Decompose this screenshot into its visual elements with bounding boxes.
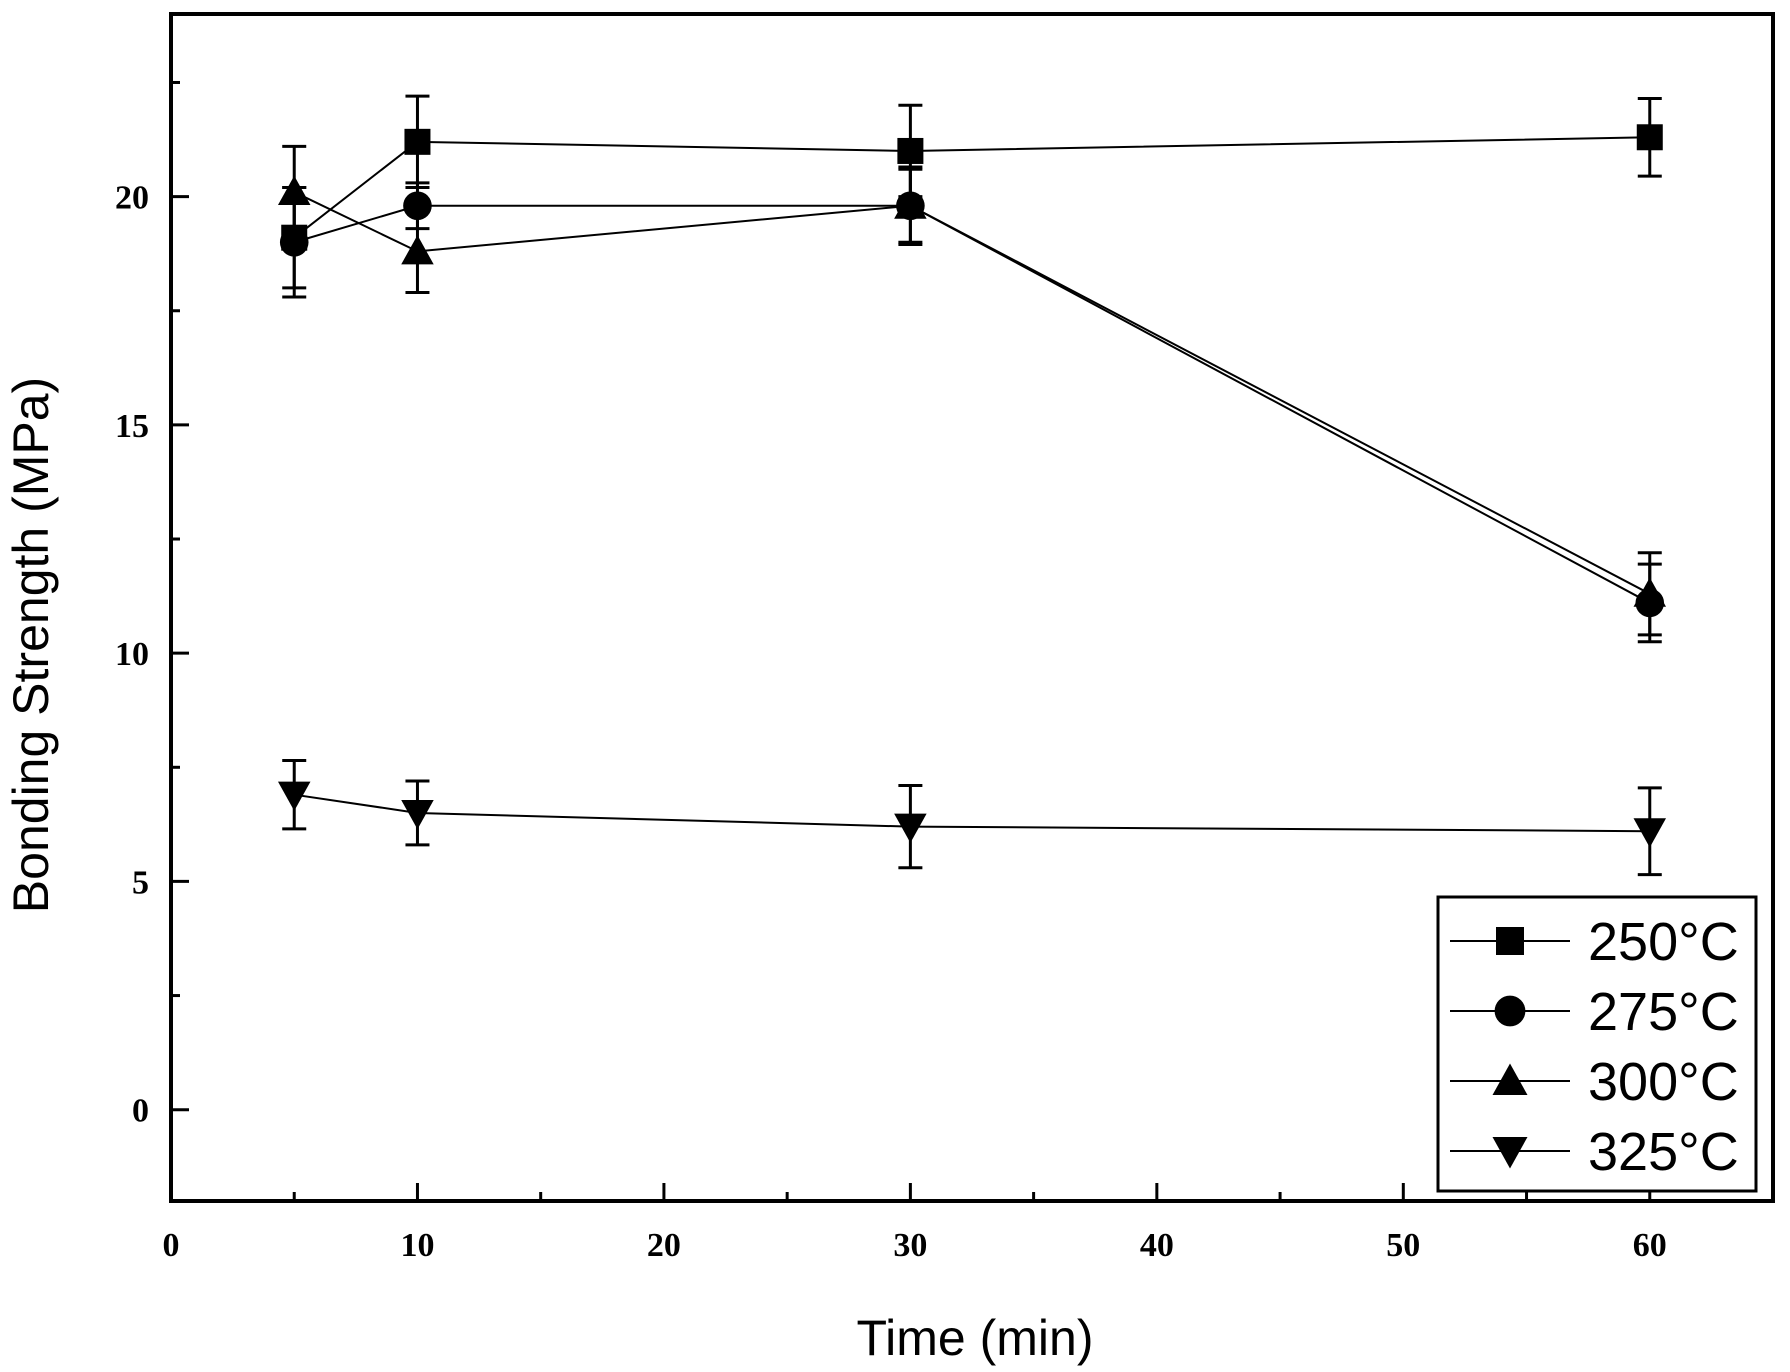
legend-marker bbox=[1494, 995, 1526, 1027]
data-point bbox=[404, 128, 431, 155]
plot-area bbox=[169, 12, 1775, 1203]
legend-item-3: 325°C bbox=[1450, 1122, 1739, 1182]
data-point bbox=[401, 799, 434, 830]
y-tick-label: 5 bbox=[132, 864, 149, 901]
x-tick-label: 40 bbox=[1140, 1227, 1174, 1264]
plot-frame bbox=[169, 12, 1775, 1203]
x-tick-label: 60 bbox=[1633, 1227, 1667, 1264]
data-point bbox=[1633, 577, 1667, 607]
y-tick-label: 20 bbox=[115, 180, 149, 217]
data-point bbox=[279, 227, 309, 257]
y-tick-label: 0 bbox=[132, 1093, 149, 1130]
legend-marker bbox=[1492, 1063, 1528, 1095]
legend-item-2: 300°C bbox=[1450, 1052, 1739, 1112]
series-2 bbox=[277, 144, 1667, 637]
x-axis-title: Time (min) bbox=[856, 1310, 1093, 1366]
x-tick-label: 20 bbox=[647, 1227, 681, 1264]
data-point bbox=[277, 175, 311, 206]
legend-item-1: 275°C bbox=[1450, 982, 1739, 1042]
series-3 bbox=[277, 758, 1667, 877]
data-point bbox=[401, 235, 434, 265]
legend-label: 325°C bbox=[1588, 1122, 1739, 1182]
axes: 0 10 20 30 40 50 60 0 5 10 15 20 bbox=[115, 80, 1667, 1264]
legend-label: 275°C bbox=[1588, 982, 1739, 1042]
series-line bbox=[293, 136, 1650, 239]
data-point bbox=[897, 137, 924, 164]
y-tick-label: 10 bbox=[115, 636, 149, 673]
legend-marker bbox=[1492, 1137, 1528, 1169]
legend-box bbox=[1436, 895, 1758, 1193]
legend-label: 250°C bbox=[1588, 912, 1739, 972]
data-point bbox=[894, 189, 927, 219]
series-line bbox=[293, 204, 1651, 604]
data-point bbox=[277, 781, 311, 811]
y-axis-title: Bonding Strength (MPa) bbox=[3, 377, 59, 913]
data-point bbox=[894, 813, 927, 843]
x-tick-label: 0 bbox=[163, 1227, 180, 1264]
series-line bbox=[294, 793, 1650, 833]
data-point bbox=[1633, 818, 1667, 848]
x-tick-label: 30 bbox=[893, 1227, 927, 1264]
x-tick-label: 10 bbox=[400, 1227, 434, 1264]
y-tick-label: 15 bbox=[115, 408, 149, 445]
data-point bbox=[1636, 124, 1663, 151]
legend-label: 300°C bbox=[1588, 1052, 1739, 1112]
legend-item-0: 250°C bbox=[1450, 912, 1739, 972]
legend: 250°C 275°C 300°C 325°C bbox=[1436, 895, 1758, 1193]
legend-marker bbox=[1496, 927, 1524, 955]
series-line bbox=[293, 191, 1651, 595]
x-tick-label: 50 bbox=[1386, 1227, 1420, 1264]
data-point bbox=[403, 191, 432, 221]
series-layer bbox=[277, 94, 1667, 877]
